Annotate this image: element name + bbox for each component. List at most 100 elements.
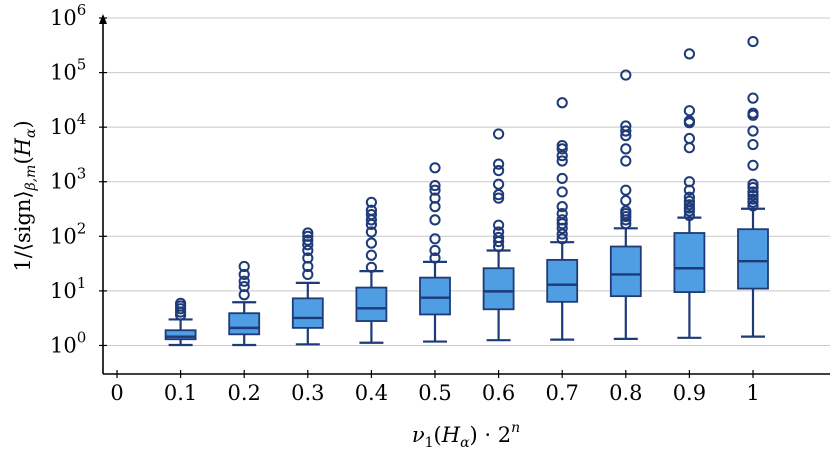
outlier-point	[683, 199, 696, 211]
outlier-point	[365, 237, 377, 249]
x-tick-label: 0.6	[482, 381, 515, 405]
outlier-point	[429, 233, 441, 245]
x-tick-label: 1	[746, 381, 759, 405]
axis-labels: ν1(Hα) · 2n 1/⟨sign⟩β,m(Hα)	[11, 120, 520, 451]
outlier-point	[302, 230, 314, 242]
outlier-point	[302, 252, 314, 264]
outlier-point	[493, 231, 505, 244]
outlier-point	[747, 200, 759, 212]
outlier-point	[556, 186, 568, 198]
outlier-point	[620, 195, 632, 207]
outlier-point	[620, 155, 632, 167]
outlier-point	[683, 142, 696, 154]
outlier-point	[683, 202, 696, 214]
outlier-point	[175, 297, 187, 309]
outlier-point	[493, 178, 505, 190]
outlier-point	[620, 120, 632, 132]
outlier-point	[365, 208, 377, 221]
box-iqr	[609, 245, 642, 298]
box-group	[482, 128, 515, 342]
outlier-point	[620, 184, 632, 196]
outlier-point	[747, 125, 759, 137]
outlier-point	[429, 192, 441, 204]
box-series	[164, 35, 769, 347]
y-axis-arrow-icon	[99, 14, 107, 24]
outlier-point	[238, 280, 250, 293]
outlier-point	[683, 191, 696, 203]
y-tick-label: 100	[50, 328, 86, 357]
outlier-point	[429, 214, 441, 226]
box-iqr	[164, 329, 197, 341]
outlier-point	[683, 209, 696, 222]
outlier-point	[747, 178, 759, 190]
x-tick-label: 0.5	[418, 381, 451, 405]
outlier-point	[302, 244, 314, 257]
outlier-point	[747, 107, 759, 119]
outlier-point	[493, 189, 505, 201]
box-group	[355, 196, 388, 344]
outlier-point	[238, 289, 250, 301]
outlier-point	[493, 226, 505, 238]
outlier-point	[556, 208, 568, 220]
x-tick-label: 0.2	[227, 381, 260, 405]
x-tick-label: 0	[110, 381, 123, 405]
outlier-point	[493, 219, 505, 231]
outlier-point	[429, 162, 441, 174]
x-tick-label: 0.3	[291, 381, 324, 405]
outlier-point	[683, 115, 696, 127]
x-tick-label: 0.9	[673, 381, 706, 405]
box-iqr	[546, 258, 579, 303]
outlier-point	[429, 179, 441, 192]
outlier-point	[493, 128, 505, 140]
box-group	[546, 97, 579, 341]
y-tick-label: 102	[50, 219, 86, 248]
outlier-point	[683, 48, 696, 60]
outlier-point	[747, 138, 759, 151]
y-tick-label: 104	[50, 110, 86, 139]
outlier-point	[365, 226, 377, 238]
outlier-point	[302, 227, 314, 239]
y-tick-label: 105	[50, 56, 86, 85]
box-iqr	[419, 276, 451, 316]
outlier-point	[747, 159, 759, 171]
outlier-point	[556, 214, 568, 226]
outlier-point	[556, 143, 568, 155]
outlier-point	[683, 176, 696, 188]
box-iqr	[291, 297, 324, 329]
outlier-point	[620, 205, 632, 217]
outlier-point	[620, 69, 632, 81]
outlier-point	[493, 158, 505, 170]
outlier-point	[365, 261, 377, 273]
tick-labels: 0 0.1 0.2 0.3 0.4 0.5 0.6 0.7 0.8 0.9 1 100 101 102 10…	[50, 1, 760, 405]
outlier-point	[556, 228, 568, 240]
outlier-point	[747, 182, 759, 194]
outlier-point	[620, 143, 632, 155]
outlier-point	[365, 196, 377, 208]
outlier-point	[747, 189, 759, 202]
x-axis-label: ν1(Hα) · 2n	[412, 420, 520, 451]
outlier-point	[429, 184, 441, 196]
outlier-point	[556, 233, 568, 245]
outlier-point	[556, 155, 568, 167]
box-group	[164, 297, 197, 347]
box-iqr	[355, 286, 388, 322]
x-tick-label: 0.8	[609, 381, 642, 405]
outlier-point	[620, 125, 632, 137]
outlier-point	[302, 268, 314, 281]
axes	[99, 14, 830, 378]
y-tick-label: 103	[50, 165, 86, 194]
outlier-point	[238, 268, 250, 281]
box-group	[673, 48, 706, 339]
box-iqr	[673, 232, 706, 294]
outlier-point	[556, 97, 568, 109]
outlier-point	[556, 201, 568, 213]
box-group	[228, 260, 261, 347]
outlier-point	[365, 249, 377, 261]
box-group	[291, 227, 324, 346]
outlier-point	[747, 35, 759, 48]
outlier-point	[429, 244, 441, 257]
outlier-point	[747, 92, 759, 104]
outlier-point	[238, 260, 250, 273]
x-tick-label: 0.7	[545, 381, 578, 405]
